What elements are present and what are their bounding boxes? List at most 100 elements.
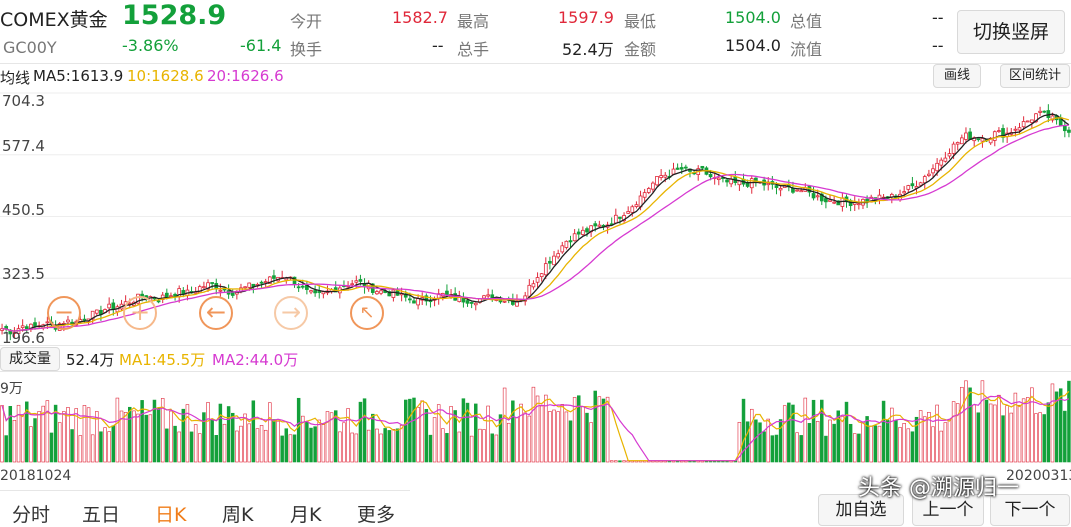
candle	[655, 176, 659, 187]
volume-bar	[1005, 405, 1009, 463]
volume-bar	[745, 421, 750, 463]
candle	[206, 279, 210, 292]
volume-bar	[465, 402, 470, 463]
volume-bar	[1034, 413, 1038, 463]
volume-bar	[202, 412, 206, 463]
volume-bar	[527, 415, 532, 463]
volume-bar	[41, 405, 45, 463]
volume-bar	[449, 406, 453, 463]
candle	[997, 127, 1001, 133]
volume-bar	[247, 423, 251, 463]
switch-portrait-button[interactable]: 切换竖屏	[957, 10, 1065, 54]
interval-stats-button[interactable]: 区间统计	[1000, 64, 1070, 88]
ma5-line	[2, 113, 1070, 332]
volume-bar	[750, 408, 754, 463]
volume-bar	[296, 397, 301, 463]
candle	[169, 292, 173, 298]
candle	[622, 212, 626, 223]
volume-bar	[836, 410, 841, 463]
volume-indicator-button[interactable]: 成交量	[0, 347, 60, 371]
candle	[440, 292, 445, 301]
candle	[1042, 110, 1047, 114]
tabs-divider	[0, 490, 410, 491]
candle	[877, 188, 882, 205]
volume-bar	[478, 428, 482, 463]
volume-bar	[325, 411, 330, 463]
candle	[0, 323, 4, 335]
volume-bar	[362, 398, 367, 463]
candle	[712, 173, 717, 185]
candle	[778, 185, 783, 197]
volume-bar	[737, 421, 742, 463]
candle	[515, 294, 519, 307]
candle	[671, 162, 676, 175]
volume-bar	[280, 435, 284, 463]
volume-bar	[943, 422, 948, 463]
candle	[94, 309, 99, 316]
candle	[305, 280, 309, 295]
volume-bar	[313, 426, 317, 463]
volume-bar	[1063, 410, 1067, 463]
candle	[795, 189, 799, 192]
candle	[749, 175, 754, 194]
volume-chart[interactable]	[0, 372, 1071, 464]
candle	[556, 249, 560, 260]
volume-bar	[251, 400, 256, 463]
candle	[202, 281, 206, 290]
volume-bar	[412, 397, 416, 463]
candle	[280, 270, 285, 279]
candle	[576, 228, 581, 240]
volume-bar	[95, 411, 99, 463]
candle	[391, 289, 396, 302]
candle	[531, 280, 536, 290]
total-volume-label: 总手	[457, 40, 490, 59]
candle	[436, 288, 441, 305]
volume-bar	[741, 398, 746, 463]
scroll-right-icon[interactable]: →	[274, 296, 308, 330]
candlestick-chart[interactable]	[0, 90, 1071, 346]
volume-bar	[1058, 388, 1063, 463]
volume-bar	[119, 410, 124, 463]
volume-bar	[976, 412, 981, 463]
volume-bar	[997, 394, 1001, 463]
price-tick-3: 450.5	[2, 201, 45, 219]
high-value: 1597.9	[558, 8, 614, 27]
candle	[1067, 126, 1071, 138]
candle	[725, 178, 729, 187]
zoom-out-icon[interactable]: −	[47, 296, 81, 330]
candle	[861, 198, 865, 210]
zoom-in-icon[interactable]: +	[123, 296, 157, 330]
candle	[527, 279, 532, 298]
volume-bar	[210, 419, 214, 463]
volume-bar	[544, 394, 548, 463]
volume-bar	[317, 419, 321, 463]
candle	[461, 292, 466, 308]
draw-line-button[interactable]: 画线	[933, 64, 981, 88]
volume-bar	[428, 434, 433, 463]
volume-bar	[535, 395, 540, 463]
volume-bar	[577, 395, 581, 463]
price-tick-bottom: 196.6	[2, 329, 45, 347]
volume-bar	[144, 414, 148, 463]
volume-bar	[29, 426, 33, 463]
open-label: 今开	[290, 12, 323, 31]
volume-bar	[782, 405, 787, 463]
candle	[581, 226, 585, 236]
candle	[337, 285, 342, 299]
volume-bar	[799, 435, 803, 463]
reset-view-icon[interactable]: ↖	[350, 296, 384, 330]
change-value: -61.4	[240, 36, 282, 55]
candle	[33, 317, 37, 330]
volume-bar	[1026, 397, 1030, 463]
candle	[259, 280, 264, 288]
scroll-left-icon[interactable]: ←	[199, 296, 233, 330]
candle	[379, 289, 383, 296]
volume-bar	[787, 402, 791, 463]
volume-bar	[214, 435, 219, 463]
total-volume-value: 52.4万	[562, 40, 614, 59]
volume-bar	[762, 431, 766, 463]
volume-bar	[86, 407, 91, 463]
volume-bar	[383, 428, 387, 463]
amount-value: 1504.0	[725, 36, 781, 55]
candle	[964, 127, 968, 144]
